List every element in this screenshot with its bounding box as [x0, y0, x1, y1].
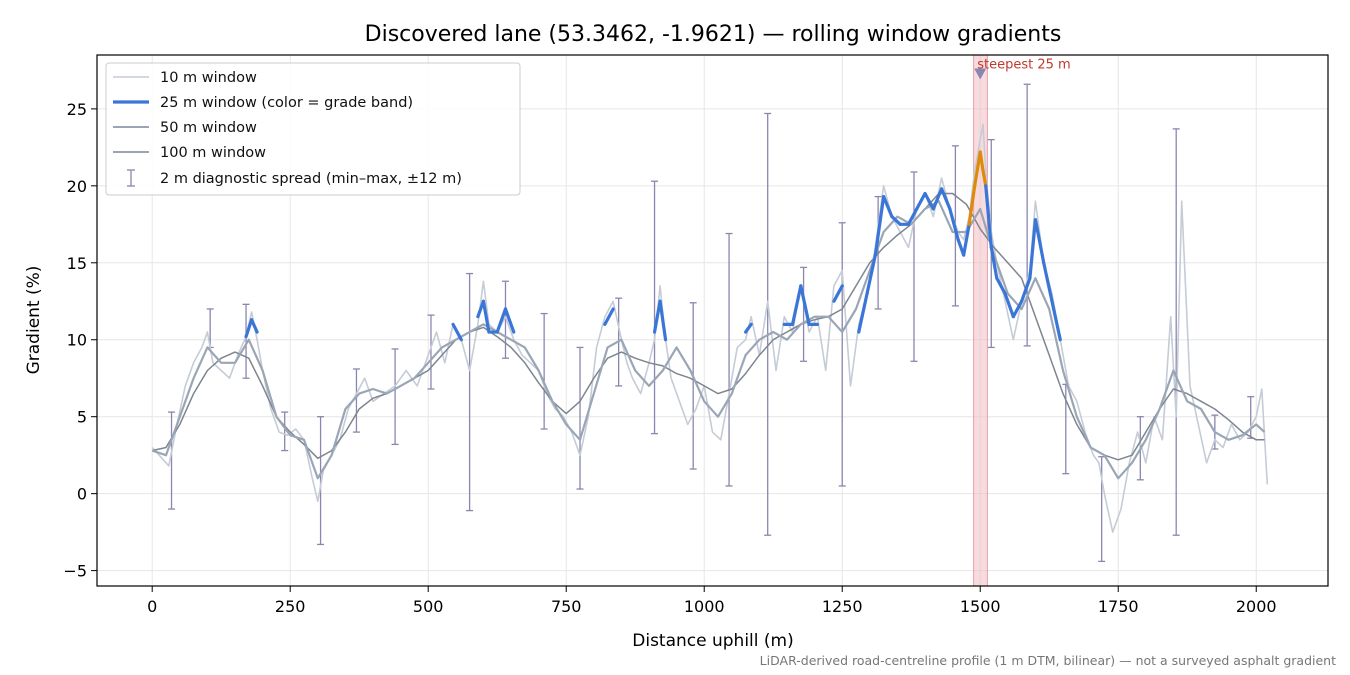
- series-25m-segment: [451, 322, 463, 342]
- x-tick-label: 2000: [1236, 597, 1277, 616]
- legend-label-100m: 100 m window: [160, 145, 266, 161]
- series-25m-segment: [995, 276, 1007, 296]
- series-25m-segment: [603, 307, 615, 326]
- series-25m-segment: [857, 291, 869, 334]
- series-25m-segment: [931, 187, 944, 211]
- x-tick-label: 750: [551, 597, 582, 616]
- series-25m-segment: [1003, 291, 1015, 319]
- x-tick-label: 1750: [1098, 597, 1139, 616]
- series-25m-segment: [865, 253, 877, 296]
- annotation-marker: steepest 25 m: [974, 57, 1071, 80]
- series-25m-segment: [1020, 276, 1032, 303]
- series-25m-segment: [948, 207, 960, 242]
- series-25m-segment: [962, 222, 971, 257]
- series-25m-segment: [658, 299, 668, 342]
- x-tick-label: 1000: [684, 597, 725, 616]
- series-25m-segment: [1033, 218, 1046, 265]
- series-25m-segment: [967, 184, 977, 226]
- y-tick-label: −5: [63, 562, 87, 581]
- series-25m-segment: [1011, 299, 1024, 319]
- series-25m-segment: [882, 195, 894, 219]
- y-tick-label: 15: [67, 254, 87, 273]
- legend-label-50m: 50 m window: [160, 120, 257, 136]
- series-lines: [151, 123, 1269, 533]
- series-25m-segment: [989, 245, 999, 280]
- series-25m-segment: [495, 307, 508, 334]
- annotation-label: steepest 25 m: [977, 57, 1070, 72]
- y-tick-label: 20: [67, 177, 87, 196]
- legend-box: [105, 62, 521, 196]
- series-25m-segment: [481, 299, 491, 334]
- series-25m-segment: [1028, 218, 1038, 280]
- series-25m-segment: [832, 284, 844, 303]
- y-tick-label: 10: [67, 331, 87, 350]
- plot-frame: [96, 54, 1329, 587]
- series-25m-segment: [790, 284, 803, 326]
- series-25m-segment: [978, 150, 985, 173]
- x-tick-label: 1500: [960, 597, 1001, 616]
- series-100m-line: [152, 192, 1265, 461]
- x-tick-label: 0: [147, 597, 157, 616]
- legend-label-10m: 10 m window: [160, 70, 257, 86]
- x-tick-label: 500: [413, 597, 444, 616]
- series-25m-segment: [1050, 299, 1062, 342]
- series-25m-segment: [973, 150, 982, 188]
- footnote: LiDAR-derived road-centreline profile (1…: [760, 653, 1336, 668]
- series-25m-segment: [744, 322, 753, 334]
- series-25m-segment: [984, 184, 993, 249]
- x-axis-label: Distance uphill (m): [632, 631, 793, 651]
- series-25m-segment: [981, 168, 988, 188]
- series-25m-segment: [915, 191, 927, 211]
- series-25m-segment: [799, 284, 811, 326]
- x-tick-label: 250: [275, 597, 306, 616]
- series-25m-segment: [890, 215, 902, 226]
- y-tick-label: 0: [77, 485, 87, 504]
- legend-swatch-errorbar: [127, 169, 135, 187]
- y-tick-label: 25: [67, 100, 87, 119]
- legend-label-errorbar: 2 m diagnostic spread (min–max, ±12 m): [160, 171, 462, 187]
- x-ticks: 0 250 500 750 1000 1250 1500 1750 2000: [147, 586, 1277, 616]
- series-25m-segment: [873, 195, 886, 257]
- y-axis-label: Gradient (%): [24, 266, 44, 375]
- series-25m-segment: [1042, 261, 1054, 303]
- legend: 10 m window 25 m window (color = grade b…: [105, 62, 521, 196]
- series-25m-segment: [906, 207, 919, 226]
- steepest-marker: [974, 68, 987, 80]
- x-tick-label: 1250: [822, 597, 863, 616]
- series-25m-segment: [939, 187, 952, 211]
- series-25m-segment: [503, 307, 516, 334]
- y-tick-label: 5: [77, 408, 87, 427]
- series-25m-segment: [652, 299, 662, 334]
- y-ticks: −5 0 5 10 15 20 25: [63, 100, 97, 581]
- legend-label-25m: 25 m window (color = grade band): [160, 95, 413, 111]
- series-25m-segment: [244, 318, 254, 339]
- series-50m-line: [151, 200, 1266, 480]
- series-25m-segment: [923, 191, 935, 211]
- series-25m-segment: [249, 318, 259, 334]
- chart-title: Discovered lane (53.3462, -1.9621) — rol…: [365, 22, 1062, 47]
